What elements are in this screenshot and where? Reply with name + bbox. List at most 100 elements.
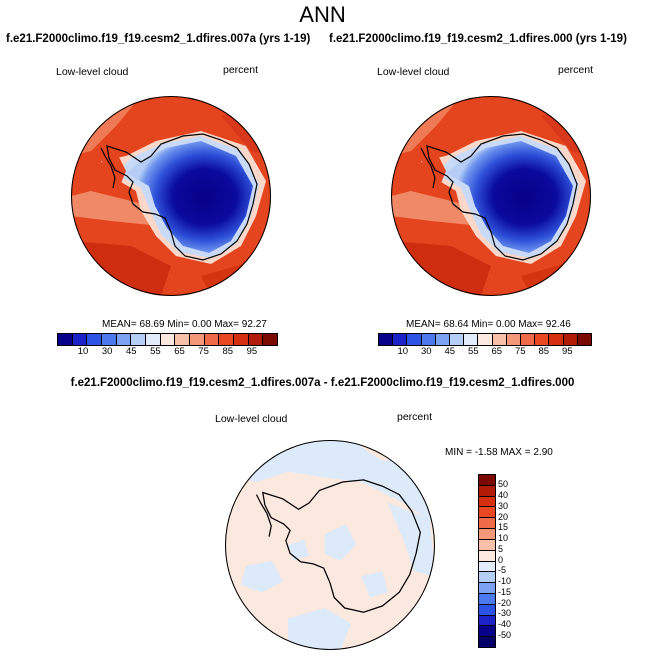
colorbar-swatch <box>263 334 278 345</box>
colorbar-swatch <box>479 637 495 647</box>
map-left <box>71 96 271 296</box>
stats-left: MEAN= 68.69 Min= 0.00 Max= 92.27 <box>102 319 267 330</box>
colorbar-swatch <box>479 518 495 530</box>
colorbar-swatch <box>204 334 220 345</box>
colorbar-swatch <box>450 334 465 345</box>
tick-label: 15 <box>498 522 509 532</box>
colorbar-right-ticks: 10 30 45 55 65 75 85 95 <box>378 346 592 358</box>
colorbar-swatch <box>435 334 451 345</box>
tick-label: 85 <box>222 346 234 357</box>
colorbar-swatch <box>248 334 264 345</box>
colorbar-swatch <box>577 334 592 345</box>
tick-label: -5 <box>498 565 507 575</box>
units-label-right: percent <box>558 64 594 76</box>
colorbar-swatch <box>479 561 495 573</box>
map-diff <box>225 440 435 650</box>
colorbar-swatch <box>116 334 132 345</box>
tick-label: 75 <box>198 346 209 357</box>
colorbar-swatch <box>506 334 522 345</box>
tick-label: -15 <box>498 587 512 597</box>
colorbar-swatch <box>479 604 495 616</box>
tick-label: 30 <box>498 501 509 511</box>
colorbar-left-swatches <box>57 333 278 346</box>
tick-label: 65 <box>174 346 185 357</box>
panel-title-right: f.e21.F2000climo.f19_f19.cesm2_1.dfires.… <box>329 33 627 45</box>
tick-label: 45 <box>126 346 137 357</box>
diff-stats: MIN = -1.58 MAX = 2.90 <box>445 447 553 458</box>
colorbar-swatch <box>549 334 564 345</box>
tick-label: -10 <box>498 576 512 586</box>
colorbar-diff-swatches <box>478 474 496 648</box>
colorbar-diff <box>478 474 496 648</box>
tick-label: 30 <box>420 346 432 357</box>
panel-title-left: f.e21.F2000climo.f19_f19.cesm2_1.dfires.… <box>6 33 311 45</box>
tick-label: 50 <box>498 479 509 489</box>
colorbar-swatch <box>479 593 495 605</box>
colorbar-right: 10 30 45 55 65 75 85 95 <box>378 333 592 358</box>
tick-label: 55 <box>467 346 479 357</box>
colorbar-swatch <box>160 334 176 345</box>
tick-label: -50 <box>498 630 512 640</box>
colorbar-swatch <box>535 334 550 345</box>
colorbar-swatch <box>479 475 495 486</box>
figure-title: ANN <box>299 2 346 27</box>
tick-label: 30 <box>101 346 113 357</box>
colorbar-swatch <box>234 334 249 345</box>
tick-label: 95 <box>246 346 258 357</box>
colorbar-swatch <box>190 334 205 345</box>
tick-label: 75 <box>514 346 526 357</box>
tick-label: 20 <box>498 512 509 522</box>
colorbar-swatch <box>393 334 408 345</box>
colorbar-swatch <box>479 539 495 551</box>
colorbar-swatch <box>175 334 191 345</box>
diff-panel-title: f.e21.F2000climo.f19_f19.cesm2_1.dfires.… <box>70 377 575 389</box>
colorbar-swatch <box>219 334 235 345</box>
tick-label: 40 <box>498 490 509 500</box>
colorbar-swatch <box>479 550 495 562</box>
colorbar-swatch <box>58 334 73 345</box>
tick-label: 45 <box>444 346 456 357</box>
colorbar-swatch <box>87 334 103 345</box>
colorbar-swatch <box>479 572 495 584</box>
map-right <box>391 96 591 296</box>
diff-units-label: percent <box>397 411 433 423</box>
colorbar-swatch <box>102 334 117 345</box>
tick-label: 95 <box>561 346 573 357</box>
colorbar-swatch <box>521 334 536 345</box>
tick-label: -40 <box>498 619 512 629</box>
tick-label: 85 <box>538 346 550 357</box>
variable-label-left: Low-level cloud <box>56 66 129 78</box>
variable-label-right: Low-level cloud <box>377 66 450 78</box>
colorbar-swatch <box>479 626 495 638</box>
colorbar-swatch <box>407 334 422 345</box>
colorbar-swatch <box>379 334 394 345</box>
colorbar-swatch <box>492 334 507 345</box>
tick-label: 0 <box>498 555 504 565</box>
tick-label: 10 <box>498 533 509 543</box>
colorbar-swatch <box>479 529 495 540</box>
stats-right: MEAN= 68.64 Min= 0.00 Max= 92.46 <box>406 319 571 330</box>
tick-label: -30 <box>498 608 512 618</box>
colorbar-swatch <box>479 496 495 508</box>
colorbar-left-ticks: 10 30 45 55 65 75 85 95 <box>57 346 278 358</box>
colorbar-swatch <box>479 615 495 627</box>
tick-label: 55 <box>150 346 161 357</box>
colorbar-swatch <box>563 334 578 345</box>
colorbar-left: 10 30 45 55 65 75 85 95 <box>57 333 278 358</box>
colorbar-swatch <box>479 485 495 497</box>
colorbar-swatch <box>421 334 436 345</box>
tick-label: -20 <box>498 598 512 608</box>
tick-label: 5 <box>498 544 504 554</box>
colorbar-right-swatches <box>378 333 592 346</box>
tick-label: 10 <box>77 346 89 357</box>
tick-label: 65 <box>491 346 503 357</box>
tick-label: 10 <box>397 346 409 357</box>
colorbar-diff-ticks: 50 40 30 20 15 10 5 0 -5 -10 -15 -20 -30… <box>498 474 538 648</box>
colorbar-swatch <box>131 334 147 345</box>
colorbar-swatch <box>146 334 161 345</box>
units-label-left: percent <box>223 64 259 76</box>
colorbar-swatch <box>479 583 495 594</box>
colorbar-swatch <box>464 334 479 345</box>
colorbar-swatch <box>478 334 493 345</box>
diff-variable-label: Low-level cloud <box>215 413 288 425</box>
